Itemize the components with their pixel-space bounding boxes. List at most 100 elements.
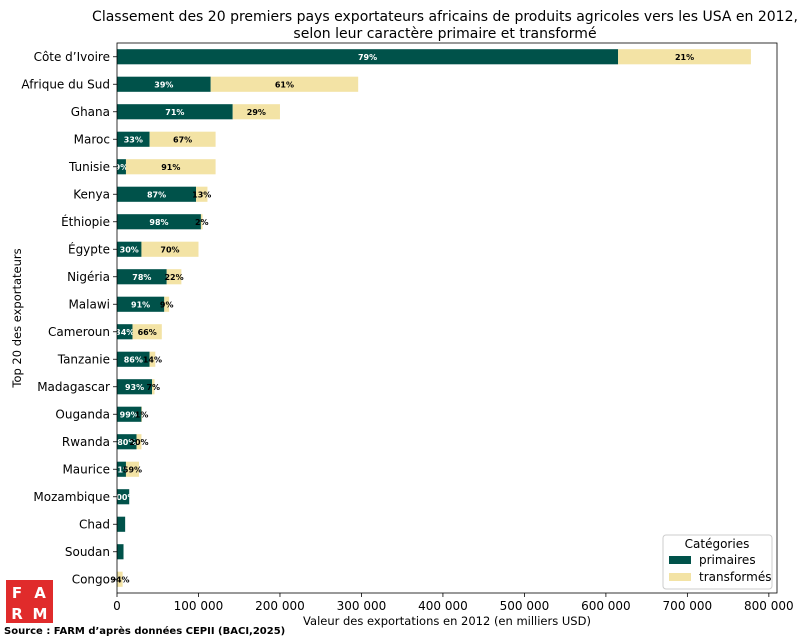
y-tick-label-tanzanie: Tanzanie	[57, 352, 110, 366]
bar-transformes-egypte	[141, 241, 199, 257]
bar-primaires-tanzanie	[117, 351, 150, 367]
legend-label-transformes: transformés	[699, 570, 771, 584]
bar-label-primaires-mozambique: 100%	[111, 493, 136, 502]
x-tick-label: 500 000	[500, 599, 550, 613]
bar-label-primaires-nigeria: 78%	[132, 273, 151, 282]
x-tick-label: 400 000	[418, 599, 468, 613]
bar-label-transformes-nigeria: 22%	[164, 273, 183, 282]
farm-logo: F A R M	[6, 580, 53, 623]
y-tick-label-rwanda: Rwanda	[62, 435, 110, 449]
bar-label-primaires-maroc: 33%	[124, 135, 143, 144]
bar-primaires-ethiopie	[117, 214, 201, 230]
y-tick-label-tunisie: Tunisie	[68, 160, 110, 174]
y-tick-label-congo: Congo	[72, 572, 110, 586]
bar-label-transformes-tunisie: 91%	[161, 163, 180, 172]
chart-title-line-2: selon leur caractère primaire et transfo…	[293, 26, 596, 42]
bar-label-primaires-cote-d-ivoire: 79%	[358, 53, 377, 62]
y-tick-label-cote-d-ivoire: Côte d’Ivoire	[34, 50, 110, 64]
bar-transformes-ethiopie	[200, 214, 203, 230]
bar-transformes-rwanda	[136, 434, 142, 450]
bar-label-transformes-tanzanie: 14%	[143, 355, 162, 364]
bar-primaires-ghana	[117, 104, 233, 120]
bar-label-primaires-ethiopie: 98%	[149, 218, 168, 227]
svg-text:M: M	[33, 605, 48, 623]
bar-label-primaires-tunisie: 9%	[115, 163, 129, 172]
y-tick-label-malawi: Malawi	[68, 297, 110, 311]
svg-text:R: R	[11, 605, 23, 623]
y-tick-label-cameroun: Cameroun	[48, 325, 110, 339]
svg-text:F: F	[12, 584, 22, 602]
x-tick-label: 0	[113, 599, 121, 613]
bar-label-primaires-ouganda: 99%	[120, 410, 139, 419]
source-note: Source : FARM d’après données CEPII (BAC…	[4, 625, 285, 637]
y-tick-label-ethiopie: Éthiopie	[61, 214, 110, 229]
bar-label-transformes-ghana: 29%	[247, 108, 266, 117]
bar-label-transformes-afrique-du-sud: 61%	[275, 80, 294, 89]
y-tick-label-mozambique: Mozambique	[33, 490, 110, 504]
bar-transformes-cameroun	[132, 324, 162, 340]
x-tick-label: 700 000	[663, 599, 713, 613]
bar-transformes-tanzanie	[149, 351, 156, 367]
bar-transformes-malawi	[164, 296, 170, 312]
bar-label-transformes-madagascar: 7%	[146, 383, 160, 392]
bar-label-transformes-cote-d-ivoire: 21%	[675, 53, 694, 62]
y-tick-label-maroc: Maroc	[74, 132, 110, 146]
bar-primaires-soudan	[117, 544, 124, 560]
axes: Côte d’Ivoire Afrique du Sud Ghana Maroc Tun…	[21, 42, 794, 613]
bar-primaires-cote-d-ivoire	[117, 49, 619, 65]
bar-transformes-ghana	[232, 104, 280, 120]
y-tick-label-kenya: Kenya	[73, 187, 110, 201]
y-tick-label-chad: Chad	[79, 517, 110, 531]
bar-label-primaires-afrique-du-sud: 39%	[154, 80, 173, 89]
bar-transformes-nigeria	[166, 269, 182, 285]
svg-text:A: A	[34, 584, 46, 602]
bar-transformes-maroc	[149, 131, 216, 147]
plot-frame	[116, 42, 778, 594]
bar-label-primaires-cameroun: 34%	[115, 328, 134, 337]
bar-transformes-tunisie	[125, 159, 216, 175]
x-axis-label: Valeur des exportations en 2012 (en mill…	[303, 614, 591, 628]
x-tick-label: 600 000	[581, 599, 631, 613]
bar-transformes-maurice	[125, 461, 139, 477]
bar-primaires-madagascar	[117, 379, 153, 395]
x-tick-label: 200 000	[255, 599, 305, 613]
bar-primaires-maurice	[117, 461, 126, 477]
bar-label-transformes-malawi: 9%	[160, 300, 174, 309]
bar-primaires-egypte	[117, 241, 142, 257]
x-tick-label: 800 000	[744, 599, 794, 613]
bar-primaires-rwanda	[117, 434, 137, 450]
plot-area: 79% 21% 39% 61% 71% 29% 33% 67% 9% 91% 87% 13% 98% 2%…	[110, 49, 751, 587]
bar-label-transformes-maurice: 59%	[123, 465, 142, 474]
bar-label-transformes-congo: 94%	[110, 575, 129, 584]
bar-label-transformes-maroc: 67%	[173, 135, 192, 144]
y-tick-label-maurice: Maurice	[62, 462, 110, 476]
bar-label-primaires-kenya: 87%	[147, 190, 166, 199]
y-tick-label-egypte: Égypte	[68, 241, 110, 256]
bar-label-primaires-maurice: 41%	[112, 465, 131, 474]
y-tick-label-soudan: Soudan	[65, 545, 110, 559]
legend-swatch-transformes	[669, 573, 691, 581]
y-tick-label-ghana: Ghana	[71, 105, 110, 119]
legend: Catégories primaires transformés	[662, 534, 773, 590]
legend-swatch-primaires	[669, 556, 691, 564]
bar-label-transformes-egypte: 70%	[160, 245, 179, 254]
bar-label-transformes-rwanda: 20%	[129, 438, 148, 447]
legend-title: Catégories	[685, 537, 750, 551]
bar-label-transformes-cameroun: 66%	[138, 328, 157, 337]
y-axis-label: Top 20 des exportateurs	[10, 248, 24, 388]
x-tick-label: 100 000	[174, 599, 224, 613]
bar-primaires-malawi	[117, 296, 165, 312]
bar-transformes-madagascar	[152, 379, 155, 395]
bar-label-primaires-rwanda: 80%	[117, 438, 136, 447]
bar-primaires-kenya	[117, 186, 197, 202]
bar-primaires-tunisie	[117, 159, 126, 175]
y-tick-label-afrique-du-sud: Afrique du Sud	[21, 77, 110, 91]
bar-label-primaires-malawi: 91%	[131, 300, 150, 309]
y-tick-label-ouganda: Ouganda	[55, 407, 110, 421]
bar-transformes-ouganda	[141, 406, 143, 422]
bar-primaires-cameroun	[117, 324, 133, 340]
farm-logo-background	[6, 580, 53, 623]
chart-title-line-1: Classement des 20 premiers pays exportat…	[92, 9, 798, 25]
bar-transformes-afrique-du-sud	[210, 76, 359, 92]
